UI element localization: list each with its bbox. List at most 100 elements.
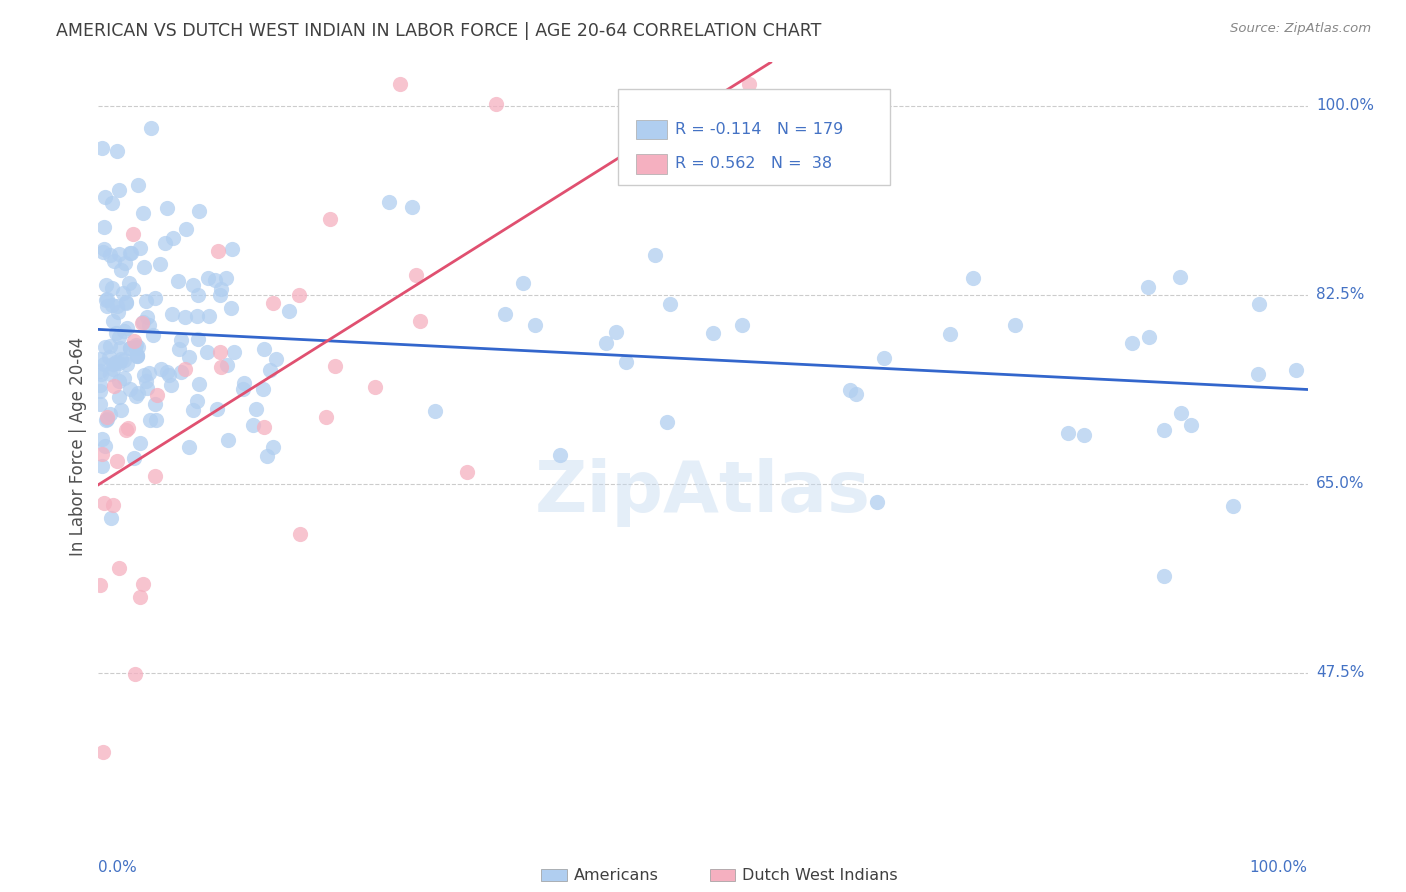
Point <box>98 339 121 353</box>
FancyBboxPatch shape <box>619 89 890 186</box>
Point <box>131 315 153 329</box>
Point <box>259 363 281 377</box>
Point <box>605 325 627 339</box>
Point <box>136 381 159 395</box>
Point <box>731 318 754 333</box>
Point <box>197 270 219 285</box>
Point <box>401 200 423 214</box>
Point <box>101 314 124 328</box>
Point <box>245 402 267 417</box>
Point <box>215 271 238 285</box>
Point <box>101 362 124 376</box>
Point <box>217 433 239 447</box>
Point <box>100 195 122 210</box>
Point <box>135 293 157 308</box>
Point <box>162 231 184 245</box>
Point <box>221 242 243 256</box>
Text: Americans: Americans <box>574 868 658 882</box>
Text: 0.0%: 0.0% <box>98 860 138 875</box>
Point <box>145 412 167 426</box>
Point <box>139 412 162 426</box>
Point <box>145 291 167 305</box>
Point <box>939 327 962 342</box>
Point <box>208 344 231 359</box>
Point <box>1056 426 1078 441</box>
Point <box>1136 279 1159 293</box>
Point <box>659 296 682 310</box>
Point <box>181 277 204 292</box>
Point <box>101 298 124 312</box>
Point <box>253 343 276 357</box>
Point <box>108 341 131 355</box>
Point <box>512 277 534 291</box>
Point <box>288 287 311 301</box>
Point <box>524 318 547 333</box>
Point <box>1137 329 1160 343</box>
Point <box>187 332 209 346</box>
Point <box>107 305 129 319</box>
Point <box>156 365 179 379</box>
Point <box>121 227 143 242</box>
Point <box>93 357 115 371</box>
Point <box>873 351 896 366</box>
Point <box>188 204 211 219</box>
Point <box>115 321 138 335</box>
Point <box>112 353 135 368</box>
Point <box>222 344 245 359</box>
Point <box>127 340 149 354</box>
Point <box>288 526 311 541</box>
Point <box>125 349 148 363</box>
Point <box>644 248 666 262</box>
Point <box>110 402 132 417</box>
Point <box>105 453 128 467</box>
Point <box>242 418 264 433</box>
Point <box>107 144 129 158</box>
Point <box>98 367 121 381</box>
Point <box>104 326 127 341</box>
Point <box>91 432 114 446</box>
Point <box>90 447 112 461</box>
Point <box>233 376 256 391</box>
Point <box>186 394 208 409</box>
Point <box>105 299 128 313</box>
Point <box>114 423 136 437</box>
Point <box>118 246 141 260</box>
Point <box>96 293 118 308</box>
Point <box>114 256 136 270</box>
Point <box>120 341 142 355</box>
Point <box>103 254 125 268</box>
Text: Source: ZipAtlas.com: Source: ZipAtlas.com <box>1230 22 1371 36</box>
Point <box>1180 417 1202 432</box>
Point <box>323 359 346 373</box>
Point <box>124 334 146 348</box>
Text: 100.0%: 100.0% <box>1316 98 1374 113</box>
Point <box>198 310 221 324</box>
Text: 65.0%: 65.0% <box>1316 476 1364 491</box>
Point <box>278 304 301 318</box>
Point <box>100 511 122 525</box>
Point <box>108 247 131 261</box>
Point <box>96 412 118 426</box>
Point <box>89 384 111 398</box>
Point <box>120 382 142 396</box>
Point <box>183 403 205 417</box>
Text: R = 0.562   N =  38: R = 0.562 N = 38 <box>675 156 832 171</box>
Point <box>110 262 132 277</box>
Point <box>89 578 111 592</box>
Point <box>1249 297 1271 311</box>
Point <box>122 450 145 465</box>
Point <box>101 357 124 371</box>
Point <box>865 495 887 509</box>
Point <box>127 348 149 362</box>
Point <box>485 97 508 112</box>
Point <box>89 352 111 367</box>
Point <box>155 201 177 215</box>
Point <box>108 356 131 370</box>
Point <box>107 330 129 344</box>
Point <box>89 364 111 378</box>
Point <box>187 288 209 302</box>
Point <box>138 366 160 380</box>
Point <box>177 440 200 454</box>
Point <box>595 336 617 351</box>
Point <box>90 141 112 155</box>
